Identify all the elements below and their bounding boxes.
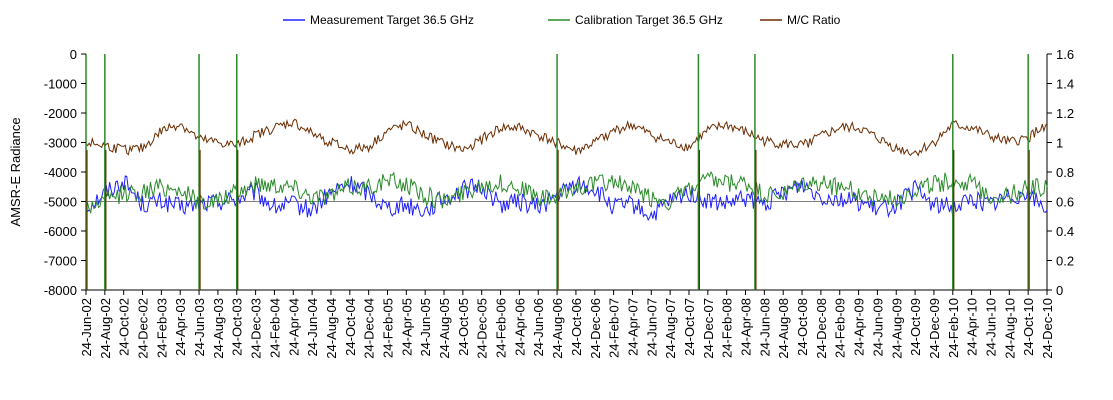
x-tick-label: 24-Feb-05 [380,298,395,358]
x-tick-label: 24-Feb-07 [607,298,622,358]
y2-tick-label: 0.4 [1056,224,1074,239]
x-tick-label: 24-Aug-08 [776,298,791,359]
x-tick-label: 24-Feb-03 [154,298,169,358]
x-tick-label: 24-Feb-08 [720,298,735,358]
x-tick-label: 24-Dec-06 [588,298,603,359]
x-tick-label: 24-Dec-03 [249,298,264,359]
x-tick-label: 24-Dec-08 [814,298,829,359]
x-tick-label: 24-Jun-05 [418,298,433,357]
y-axis-left: 0 -1000 -2000 -3000 -4000 -5000 -6000 -7000 -800… [44,47,86,298]
x-tick-label: 24-Aug-07 [663,298,678,359]
y2-tick-label: 0.6 [1056,195,1074,210]
x-tick-label: 24-Oct-02 [117,298,132,356]
x-tick-label: 24-Oct-03 [230,298,245,356]
x-tick-label: 24-Jun-10 [983,298,998,357]
y2-tick-label: 0.2 [1056,254,1074,269]
x-tick-label: 24-Aug-04 [324,298,339,359]
y-tick-label: -4000 [44,165,77,180]
y-tick-label: -6000 [44,224,77,239]
y-tick-label: -7000 [44,254,77,269]
x-tick-label: 24-Dec-04 [362,298,377,359]
x-tick-label: 24-Dec-07 [701,298,716,359]
series-line-1 [85,170,1048,215]
legend-label-2: M/C Ratio [787,13,841,27]
y-tick-label: -3000 [44,136,77,151]
x-tick-label: 24-Dec-05 [475,298,490,359]
x-tick-label: 24-Apr-06 [512,298,527,356]
x-tick-label: 24-Aug-05 [437,298,452,359]
x-tick-label: 24-Oct-10 [1021,298,1036,356]
x-tick-label: 24-Oct-04 [343,298,358,356]
y2-tick-label: 1.2 [1056,106,1074,121]
legend-label-1: Calibration Target 36.5 GHz [575,13,723,27]
series-line-2 [85,118,1048,157]
y-tick-label: -2000 [44,106,77,121]
plot-frame [85,54,1048,291]
x-tick-label: 24-Jun-08 [757,298,772,357]
x-tick-label: 24-Dec-02 [136,298,151,359]
x-tick-label: 24-Jun-09 [870,298,885,357]
x-tick-label: 24-Oct-07 [682,298,697,356]
y-axis-title: AMSR-E Radiance [8,117,23,226]
y-tick-label: -8000 [44,283,77,298]
y2-tick-label: 1 [1056,136,1063,151]
x-tick-label: 24-Feb-10 [946,298,961,358]
x-tick-label: 24-Apr-05 [399,298,414,356]
x-tick-label: 24-Apr-10 [965,298,980,356]
x-tick-label: 24-Aug-02 [98,298,113,359]
x-tick-label: 24-Apr-08 [739,298,754,356]
x-tick-label: 24-Apr-03 [173,298,188,356]
x-tick-label: 24-Feb-04 [267,298,282,358]
x-tick-label: 24-Feb-06 [494,298,509,358]
y-tick-label: -5000 [44,195,77,210]
x-tick-label: 24-Jun-06 [531,298,546,357]
x-tick-label: 24-Aug-10 [1002,298,1017,359]
y2-tick-label: 1.4 [1056,77,1074,92]
x-axis: 24-Jun-02 24-Aug-02 24-Oct-02 24-Dec-02 24-F… [79,290,1055,359]
x-tick-label: 24-Aug-03 [211,298,226,359]
x-tick-label: 24-Jun-02 [79,298,94,357]
legend: Measurement Target 36.5 GHz Calibration T… [283,13,841,27]
y-tick-label: -1000 [44,77,77,92]
x-tick-label: 24-Aug-09 [889,298,904,359]
x-tick-label: 24-Dec-10 [1040,298,1055,359]
y2-tick-label: 1.6 [1056,47,1074,62]
x-tick-label: 24-Oct-05 [456,298,471,356]
y2-tick-label: 0.8 [1056,165,1074,180]
x-tick-label: 24-Oct-06 [569,298,584,356]
x-tick-label: 24-Jun-03 [192,298,207,357]
x-tick-label: 24-Jun-04 [305,298,320,357]
y2-tick-label: 0 [1056,283,1063,298]
x-tick-label: 24-Dec-09 [927,298,942,359]
y-tick-label: 0 [70,47,77,62]
y-axis-right: 1.6 1.4 1.2 1 0.8 0.6 0.4 0.2 0 [1047,47,1074,298]
x-tick-label: 24-Apr-07 [625,298,640,356]
series-layer [85,54,1048,290]
x-tick-label: 24-Aug-06 [550,298,565,359]
x-tick-label: 24-Oct-08 [795,298,810,356]
x-tick-label: 24-Feb-09 [833,298,848,358]
x-tick-label: 24-Jun-07 [644,298,659,357]
x-tick-label: 24-Apr-04 [286,298,301,356]
legend-label-0: Measurement Target 36.5 GHz [310,13,474,27]
x-tick-label: 24-Oct-09 [908,298,923,356]
x-tick-label: 24-Apr-09 [852,298,867,356]
